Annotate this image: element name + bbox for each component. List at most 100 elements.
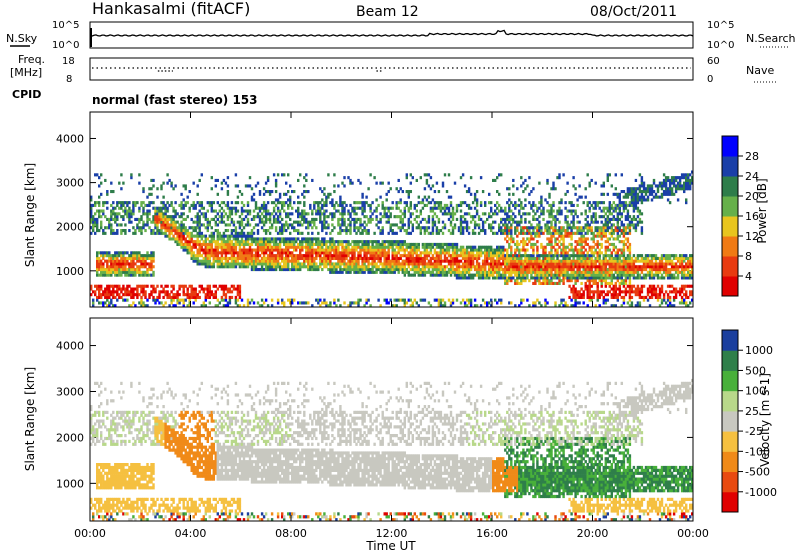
power-cell xyxy=(488,201,491,205)
power-cell xyxy=(514,256,517,260)
power-cell xyxy=(568,226,571,230)
power-cell xyxy=(144,265,147,269)
power-cell xyxy=(100,209,103,213)
power-cell xyxy=(528,268,531,272)
power-cell xyxy=(132,256,135,260)
power-cell xyxy=(594,270,597,274)
power-cell xyxy=(542,251,545,255)
power-cell xyxy=(236,209,240,213)
power-cell xyxy=(455,217,459,221)
power-cell xyxy=(343,245,346,249)
power-cell xyxy=(492,259,495,263)
power-cell xyxy=(451,268,455,272)
power-cell xyxy=(578,254,581,258)
power-cell xyxy=(488,223,491,227)
power-cell xyxy=(554,248,557,252)
power-cell xyxy=(560,226,563,230)
power-cell xyxy=(357,206,360,210)
power-cell xyxy=(453,226,457,230)
power-cell xyxy=(236,195,240,199)
power-cell xyxy=(341,212,344,216)
power-cell xyxy=(258,206,262,210)
power-cell xyxy=(568,254,571,258)
power-cell xyxy=(504,254,507,258)
power-cell xyxy=(110,215,113,219)
power-cell xyxy=(500,220,503,224)
power-cell xyxy=(367,242,370,246)
power-cell xyxy=(431,273,435,277)
power-cell xyxy=(240,265,244,269)
power-cell xyxy=(560,237,563,241)
power-cell xyxy=(274,198,278,202)
nsearch-tick-bottom: 10^0 xyxy=(707,40,734,51)
power-cell xyxy=(206,262,210,266)
power-cell xyxy=(311,231,314,235)
power-cell xyxy=(309,265,312,269)
power-cell xyxy=(395,203,398,207)
power-cell xyxy=(92,215,95,219)
power-cell xyxy=(510,240,513,244)
power-cell xyxy=(164,234,167,238)
power-cell xyxy=(385,301,388,305)
power-cell xyxy=(554,301,557,305)
power-cell xyxy=(160,220,163,224)
power-cell xyxy=(502,248,505,252)
power-cell xyxy=(325,256,328,260)
power-cell xyxy=(138,226,141,230)
power-cell xyxy=(220,242,224,246)
power-cell xyxy=(532,268,535,272)
power-cell xyxy=(281,254,284,258)
power-cell xyxy=(508,242,511,246)
power-cell xyxy=(196,251,199,255)
power-cell xyxy=(114,212,117,216)
power-cell xyxy=(498,256,501,260)
power-cell xyxy=(467,265,471,269)
power-cell xyxy=(142,212,145,216)
power-cell xyxy=(126,270,129,274)
power-cell xyxy=(242,251,246,255)
power-cell xyxy=(202,242,206,246)
power-cell xyxy=(276,173,280,177)
power-cell xyxy=(586,276,589,280)
power-cell xyxy=(212,251,216,255)
power-cell xyxy=(297,268,300,272)
power-cell xyxy=(104,201,107,205)
power-cell xyxy=(492,251,495,255)
power-cell xyxy=(281,256,284,260)
power-cell xyxy=(522,273,525,277)
power-cell xyxy=(268,245,272,249)
power-cell xyxy=(347,262,350,266)
power-cell xyxy=(409,242,413,246)
power-cell xyxy=(586,265,589,269)
power-cell xyxy=(477,215,481,219)
power-cell xyxy=(291,242,294,246)
power-cell xyxy=(475,251,479,255)
power-cell xyxy=(214,304,218,308)
power-cell xyxy=(574,279,577,283)
power-cell xyxy=(357,265,360,269)
power-cell xyxy=(283,262,286,266)
power-cell xyxy=(146,212,149,216)
power-cell xyxy=(236,231,240,235)
power-cell xyxy=(588,226,591,230)
power-cell xyxy=(116,284,119,288)
power-cell xyxy=(244,254,248,258)
power-cell xyxy=(349,215,352,219)
power-cell xyxy=(281,201,284,205)
power-cell xyxy=(395,298,398,302)
power-cell xyxy=(268,231,272,235)
power-cell xyxy=(522,270,525,274)
power-cell xyxy=(146,284,149,288)
power-cell xyxy=(361,248,364,252)
power-cell xyxy=(309,251,312,255)
power-cell xyxy=(465,223,469,227)
power-cell xyxy=(333,173,336,177)
power-cell xyxy=(546,201,549,205)
power-cell xyxy=(365,265,368,269)
power-cell xyxy=(542,281,545,285)
power-cell xyxy=(546,254,549,258)
power-cell xyxy=(112,254,115,258)
power-cell xyxy=(291,190,294,194)
power-cell xyxy=(132,301,135,305)
power-cell xyxy=(188,237,191,241)
